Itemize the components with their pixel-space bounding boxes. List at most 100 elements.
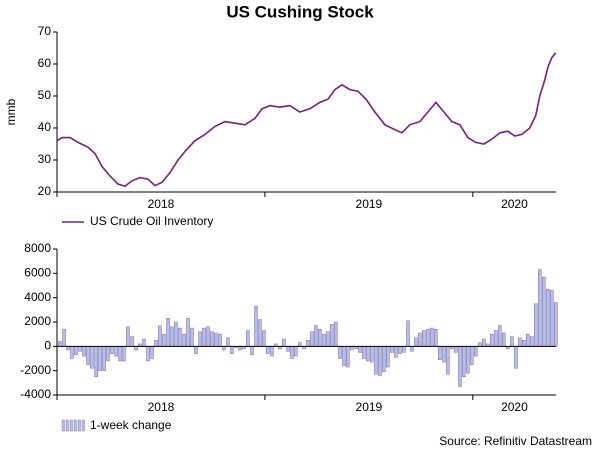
bar <box>166 318 170 347</box>
bar <box>238 346 242 351</box>
bar <box>326 331 330 347</box>
bar <box>230 346 234 354</box>
bar <box>246 330 250 347</box>
bar <box>218 333 222 347</box>
bar <box>382 346 386 373</box>
bar <box>202 327 206 347</box>
bar <box>490 333 494 347</box>
bar <box>466 346 470 374</box>
bar <box>334 321 338 347</box>
bar <box>394 346 398 358</box>
legend-swatch <box>81 419 85 432</box>
bar <box>206 326 210 347</box>
x-tick-label: 2019 <box>356 400 383 414</box>
bar <box>142 338 146 347</box>
bar <box>402 346 406 353</box>
y-tick-label: 70 <box>38 24 52 38</box>
bar <box>126 326 130 347</box>
bar <box>106 346 110 362</box>
y-tick-label: -2000 <box>20 363 51 377</box>
bar <box>350 346 354 351</box>
y-tick-label: 8000 <box>24 241 51 255</box>
bar <box>182 333 186 347</box>
source-note: Source: Refinitiv Datastream <box>439 434 592 448</box>
bar <box>162 333 166 347</box>
bar <box>214 332 218 347</box>
bar <box>306 340 310 347</box>
bar <box>174 321 178 347</box>
bar <box>186 318 190 347</box>
bar <box>358 346 362 353</box>
bar <box>66 346 70 351</box>
bar <box>502 332 506 347</box>
bar <box>154 340 158 347</box>
bar <box>374 346 378 375</box>
bar <box>226 337 230 347</box>
y-tick-label: 2000 <box>24 314 51 328</box>
y-tick-label: 60 <box>38 56 52 70</box>
bar <box>86 346 90 365</box>
bar <box>366 346 370 362</box>
bar <box>386 346 390 368</box>
chart-title: US Cushing Stock <box>226 2 374 21</box>
bar <box>290 346 294 359</box>
legend-swatch <box>61 419 65 432</box>
bar <box>322 333 326 347</box>
y-tick-label: 50 <box>38 88 52 102</box>
bar <box>190 327 194 347</box>
bar <box>338 346 342 359</box>
bar <box>478 342 482 347</box>
bar <box>362 346 366 359</box>
y-axis-label: mmb <box>4 98 18 125</box>
bar <box>534 303 538 347</box>
bar <box>510 336 514 347</box>
bar <box>294 346 298 357</box>
legend-swatch <box>73 419 77 432</box>
bar <box>282 338 286 347</box>
bar <box>150 346 154 359</box>
y-tick-label: -4000 <box>20 387 51 401</box>
bar <box>342 346 346 367</box>
bar <box>146 346 150 362</box>
bar <box>298 342 302 347</box>
bar <box>158 325 162 347</box>
bar <box>550 290 554 347</box>
bar <box>98 346 102 371</box>
bar <box>90 346 94 369</box>
bar <box>430 327 434 347</box>
bar <box>522 340 526 347</box>
bar <box>114 346 118 357</box>
bar <box>378 346 382 376</box>
y-tick-label: 30 <box>38 152 52 166</box>
bar <box>418 332 422 347</box>
bar <box>250 346 254 356</box>
bar <box>58 341 62 347</box>
bar <box>70 346 74 359</box>
bar <box>422 330 426 347</box>
bar <box>74 346 78 356</box>
bar <box>134 346 138 351</box>
bar <box>518 337 522 347</box>
bar <box>473 346 478 357</box>
bar <box>314 325 318 347</box>
bar <box>538 269 542 347</box>
bar <box>170 326 174 347</box>
bar <box>262 330 266 347</box>
y-tick-label: 0 <box>44 339 51 353</box>
bar <box>130 336 134 347</box>
legend-swatch <box>65 419 69 432</box>
bar <box>446 346 450 375</box>
bar <box>78 346 82 352</box>
bar <box>498 325 502 347</box>
bar <box>194 346 198 354</box>
bar <box>82 346 86 357</box>
legend-label: 1-week change <box>90 418 172 432</box>
x-tick-label: 2020 <box>501 400 528 414</box>
bar <box>406 320 410 347</box>
legend-swatch <box>69 419 73 432</box>
bar <box>210 331 214 347</box>
x-tick-label: 2020 <box>501 197 528 211</box>
bar <box>482 338 486 347</box>
y-tick-label: 40 <box>38 120 52 134</box>
bar <box>310 331 314 347</box>
